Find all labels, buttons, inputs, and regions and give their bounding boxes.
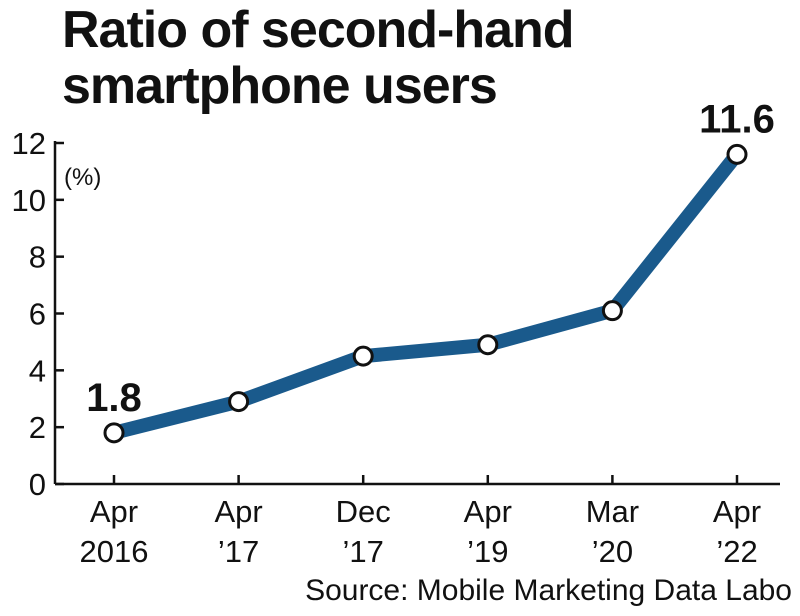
y-tick-label: 2 bbox=[29, 410, 46, 445]
data-point bbox=[601, 300, 623, 322]
y-tick-label: 4 bbox=[29, 353, 46, 388]
data-point bbox=[352, 345, 374, 367]
chart-title-line-1: Ratio of second-hand bbox=[62, 1, 575, 59]
x-tick-label-line-1: Apr bbox=[90, 494, 138, 529]
chart-title: Ratio of second-hand smartphone users bbox=[62, 1, 575, 115]
y-tick-label: 10 bbox=[12, 183, 46, 218]
x-tick-label-line-1: Apr bbox=[713, 494, 761, 529]
series-line bbox=[107, 147, 744, 440]
y-tick-label: 12 bbox=[12, 126, 46, 161]
x-tick-label-line-2: 2016 bbox=[80, 534, 149, 569]
y-tick-label: 0 bbox=[29, 467, 46, 502]
data-label: 1.8 bbox=[86, 376, 142, 420]
data-point bbox=[103, 422, 125, 444]
y-tick-label: 8 bbox=[29, 240, 46, 275]
x-tick-label-line-1: Mar bbox=[586, 494, 639, 529]
x-tick-label-line-2: ’22 bbox=[716, 534, 757, 569]
x-tick-label-line-1: Dec bbox=[336, 494, 391, 529]
data-point bbox=[726, 143, 748, 165]
chart-title-line-2: smartphone users bbox=[62, 57, 498, 115]
data-point bbox=[477, 334, 499, 356]
x-tick-label-line-2: ’17 bbox=[218, 534, 259, 569]
x-tick-label-line-2: ’17 bbox=[343, 534, 384, 569]
data-point bbox=[228, 391, 250, 413]
y-tick-label: 6 bbox=[29, 297, 46, 332]
source-note: Source: Mobile Marketing Data Labo bbox=[305, 574, 792, 607]
x-tick-label-line-2: ’20 bbox=[592, 534, 633, 569]
y-unit-label: (%) bbox=[64, 164, 101, 191]
data-label: 11.6 bbox=[699, 97, 775, 141]
x-tick-label-line-1: Apr bbox=[214, 494, 262, 529]
x-tick-label-line-2: ’19 bbox=[467, 534, 508, 569]
x-tick-label-line-1: Apr bbox=[464, 494, 512, 529]
